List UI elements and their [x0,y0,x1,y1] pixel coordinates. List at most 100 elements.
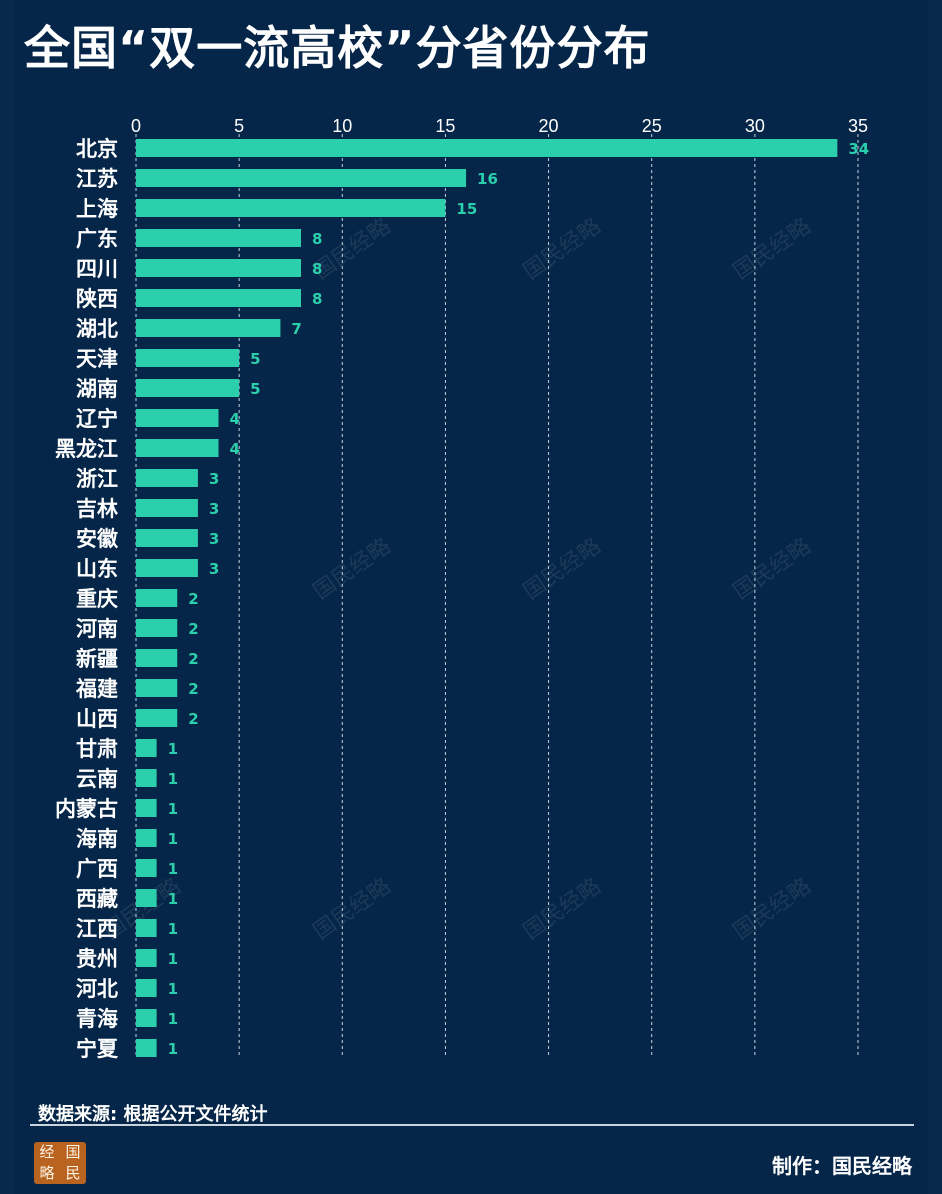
category-label: 陕西 [76,287,118,311]
category-label: 山东 [76,557,118,581]
category-label: 福建 [75,677,118,701]
category-label: 辽宁 [76,407,118,431]
value-label: 1 [168,890,178,908]
category-label: 云南 [76,767,118,791]
category-label: 北京 [76,137,118,161]
value-label: 3 [209,470,219,488]
category-label: 浙江 [76,467,118,491]
category-label: 甘肃 [76,737,118,761]
value-label: 1 [168,770,178,788]
category-label: 河南 [76,617,118,641]
category-label: 宁夏 [76,1037,119,1061]
bar [136,769,157,787]
bar [136,979,157,997]
category-label: 重庆 [76,587,118,611]
value-label: 2 [188,590,198,608]
value-label: 1 [168,800,178,818]
value-label: 2 [188,650,198,668]
value-label: 7 [291,320,301,338]
category-label: 青海 [76,1007,118,1031]
x-tick-label: 30 [745,116,765,136]
value-label: 5 [250,380,260,398]
watermark-text: 国民经略 [729,874,815,945]
value-label: 2 [188,680,198,698]
value-label: 1 [168,860,178,878]
category-label: 四川 [76,257,118,281]
bar [136,139,838,157]
category-label: 广东 [76,227,118,251]
logo-char: 略 [39,1164,55,1182]
bar [136,889,157,907]
value-label: 8 [312,230,322,248]
value-label: 15 [456,200,477,218]
x-tick-label: 35 [848,116,868,136]
bar [136,529,198,547]
category-label: 黑龙江 [55,437,118,461]
bar [136,829,157,847]
category-label: 山西 [76,707,118,731]
value-label: 1 [168,740,178,758]
bar [136,739,157,757]
category-label: 吉林 [76,497,118,521]
category-label: 安徽 [76,527,119,551]
logo-char: 经 [39,1143,55,1161]
bar [136,379,240,397]
category-label: 西藏 [76,887,118,911]
watermark-text: 国民经略 [309,534,395,605]
bar [136,649,178,667]
watermark-text: 国民经略 [309,874,395,945]
bar [136,559,198,577]
value-label: 2 [188,620,198,638]
logo-char: 民 [65,1164,81,1182]
category-label: 海南 [76,827,118,851]
value-label: 3 [209,500,219,518]
value-label: 1 [168,830,178,848]
brand-logo: 经国略民 [34,1142,86,1184]
value-label: 1 [168,1010,178,1028]
bar [136,199,446,217]
category-label: 内蒙古 [55,797,118,821]
credit-text: 制作：国民经略 [772,1154,912,1178]
chart-title: 全国“双一流高校”分省份分布 [24,21,651,75]
value-label: 2 [188,710,198,728]
watermark-text: 国民经略 [729,534,815,605]
bar [136,799,157,817]
x-tick-label: 5 [234,116,244,136]
bar [136,919,157,937]
bar [136,169,467,187]
value-label: 34 [848,140,869,158]
category-label: 江苏 [76,167,118,191]
value-label: 4 [230,410,240,428]
category-label: 江西 [76,917,118,941]
bar [136,679,178,697]
bar [136,469,198,487]
category-label: 广西 [76,857,118,881]
x-tick-label: 0 [131,116,141,136]
category-label: 湖北 [76,317,118,341]
bar [136,709,178,727]
bar [136,439,219,457]
bar [136,409,219,427]
value-label: 4 [230,440,240,458]
bar [136,949,157,967]
value-label: 16 [477,170,498,188]
value-label: 3 [209,530,219,548]
value-label: 1 [168,920,178,938]
value-label: 8 [312,260,322,278]
value-label: 1 [168,950,178,968]
value-label: 3 [209,560,219,578]
category-label: 河北 [76,977,118,1001]
bar [136,289,302,307]
logo-char: 国 [65,1143,81,1161]
data-source: 数据来源: 根据公开文件统计 [38,1104,268,1125]
category-label: 湖南 [76,377,118,401]
value-label: 5 [250,350,260,368]
watermark-text: 国民经略 [519,214,605,285]
category-label: 新疆 [76,647,118,671]
value-label: 8 [312,290,322,308]
watermark-text: 国民经略 [519,874,605,945]
category-label: 天津 [76,347,118,371]
x-tick-label: 10 [332,116,352,136]
